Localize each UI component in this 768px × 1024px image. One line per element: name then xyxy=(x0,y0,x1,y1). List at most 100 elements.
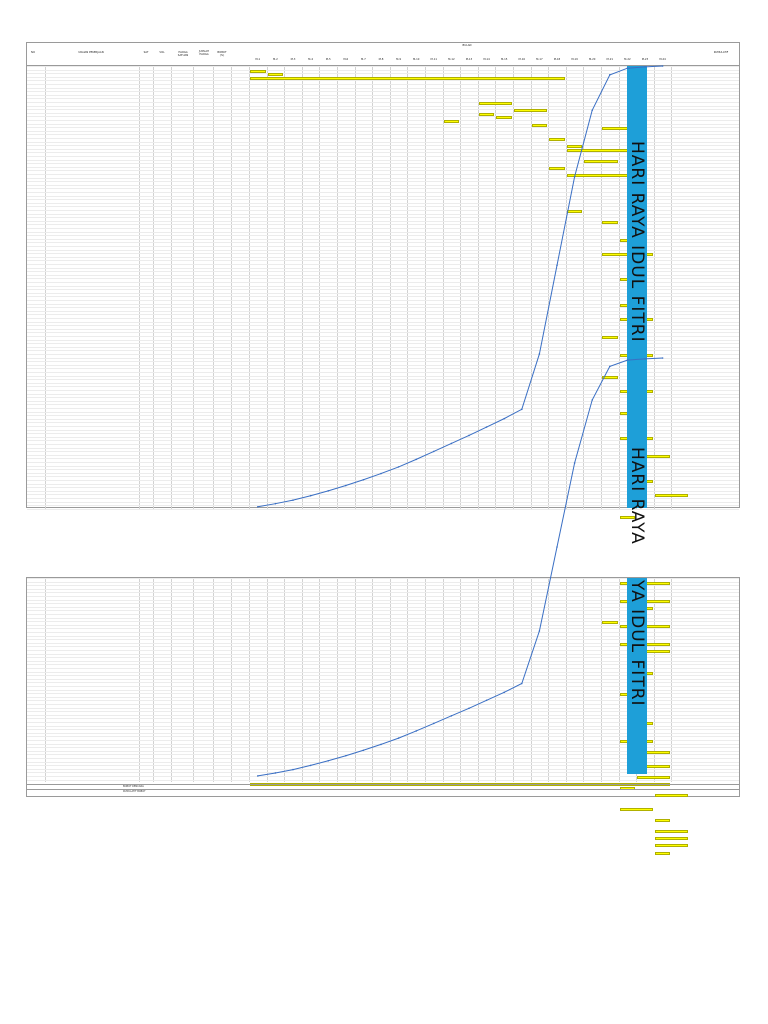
grid-row xyxy=(27,458,739,460)
cumulative-point xyxy=(485,426,488,428)
grid-row xyxy=(27,339,739,341)
grid-row xyxy=(27,127,739,129)
grid-row xyxy=(27,238,739,240)
grid-line xyxy=(601,66,602,509)
grid-row xyxy=(27,508,739,510)
holiday-band-2 xyxy=(627,578,647,774)
grid-row xyxy=(27,289,739,291)
grid-row xyxy=(27,599,739,601)
grid-line xyxy=(495,66,497,509)
grid-row xyxy=(27,776,739,777)
cumulative-point xyxy=(380,472,382,475)
grid-row xyxy=(27,310,739,312)
grid-row xyxy=(27,242,739,244)
header-harga-satuan: HARGA SATUAN xyxy=(177,51,189,57)
cumulative-point xyxy=(644,66,646,68)
grid-row xyxy=(27,422,739,424)
grid-line xyxy=(425,578,426,782)
grid-row xyxy=(27,346,739,348)
grid-row xyxy=(27,192,739,193)
grid-line xyxy=(284,578,286,782)
grid-row xyxy=(27,621,739,623)
grid-row xyxy=(27,660,739,662)
grid-row xyxy=(27,84,739,85)
grid-row xyxy=(27,696,739,698)
grid-line xyxy=(530,578,532,782)
grid-row xyxy=(27,357,739,359)
grid-row xyxy=(27,668,739,669)
grid-row xyxy=(27,642,739,644)
grid-line xyxy=(372,578,374,782)
cumulative-point xyxy=(397,737,400,739)
grid-row xyxy=(27,639,739,641)
grid-row xyxy=(27,318,739,319)
grid-row xyxy=(27,271,739,273)
sheet-header: NO URAIAN PEKERJAAN SAT VOL HARGA SATUAN… xyxy=(27,43,739,66)
grid-row xyxy=(27,112,739,114)
grid-row xyxy=(27,610,739,612)
grid-line xyxy=(171,578,172,782)
grid-row xyxy=(27,624,739,626)
schedule-bar xyxy=(654,837,688,841)
grid-line xyxy=(653,578,655,782)
grid-row xyxy=(27,145,739,147)
grid-row xyxy=(27,321,739,323)
week-header: M-16 xyxy=(518,58,526,61)
grid-row xyxy=(27,397,739,399)
cumulative-point xyxy=(661,65,664,67)
grid-row xyxy=(27,476,739,478)
grid-row xyxy=(27,224,739,226)
grid-line xyxy=(153,578,154,782)
grid-row xyxy=(27,267,739,269)
grid-row xyxy=(27,307,739,309)
cumulative-point xyxy=(468,707,470,710)
grid-row xyxy=(27,134,739,136)
grid-row xyxy=(27,483,739,485)
holiday-band xyxy=(627,66,647,508)
week-header: M-24 xyxy=(659,58,666,61)
grid-row xyxy=(27,123,739,125)
grid-row xyxy=(27,585,739,587)
grid-row xyxy=(27,195,739,197)
grid-line xyxy=(319,66,321,509)
grid-row xyxy=(27,480,739,481)
schedule-bar xyxy=(531,123,548,127)
grid-line xyxy=(618,66,620,509)
grid-row xyxy=(27,184,739,186)
grid-row xyxy=(27,206,739,208)
grid-row xyxy=(27,292,739,294)
grid-row xyxy=(27,725,739,727)
grid-row xyxy=(27,415,739,417)
grid-line xyxy=(354,66,356,509)
header-cumulative: KUMULATIF xyxy=(713,51,729,54)
grid-line xyxy=(565,66,567,509)
grid-line xyxy=(139,66,140,509)
grid-row xyxy=(27,246,739,247)
grid-row xyxy=(27,469,739,471)
grid-row xyxy=(27,202,739,204)
grid-row xyxy=(27,159,739,161)
cumulative-point xyxy=(573,462,576,464)
schedule-bar xyxy=(637,776,671,779)
grid-row xyxy=(27,578,739,579)
grid-line xyxy=(583,578,585,782)
cumulative-point xyxy=(257,505,259,508)
cumulative-curve xyxy=(257,65,664,508)
grid-row xyxy=(27,592,739,594)
cumulative-point xyxy=(345,754,347,757)
week-header: M-22 xyxy=(624,58,631,61)
grid-line xyxy=(548,66,550,509)
grid-row xyxy=(27,188,739,190)
grid-row xyxy=(27,501,739,503)
grid-line xyxy=(513,578,514,782)
grid-row xyxy=(27,704,739,705)
cumulative-point xyxy=(609,365,611,368)
cumulative-point xyxy=(345,484,347,487)
schedule-bar xyxy=(654,494,688,498)
grid-line xyxy=(513,66,514,509)
cumulative-point xyxy=(644,358,646,360)
grid-row xyxy=(27,465,739,467)
schedule-bar xyxy=(584,159,618,163)
schedule-bar xyxy=(654,794,688,797)
grid-line xyxy=(139,578,140,782)
